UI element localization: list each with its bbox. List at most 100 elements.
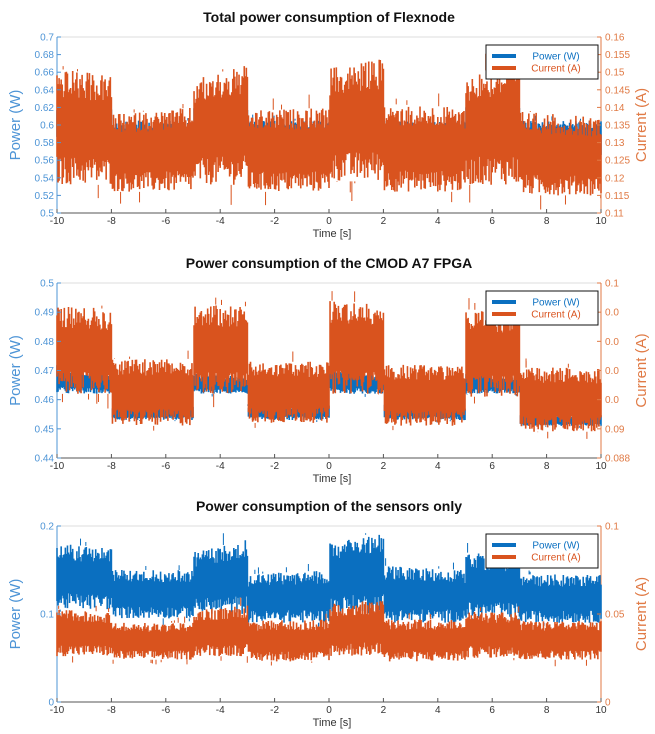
y-right-tick-label: 0.13	[605, 138, 625, 149]
y-right-tick-label: 0.0	[605, 366, 619, 377]
x-tick-label: -2	[270, 705, 279, 716]
y-right-tick-label: 0.0	[605, 308, 619, 319]
legend-entry: Current (A)	[531, 553, 580, 564]
y-right-axis-label: Current (A)	[633, 577, 650, 651]
series-trace	[56, 534, 602, 623]
x-tick-label: -8	[107, 461, 116, 472]
y-right-tick-label: 0.088	[605, 454, 630, 465]
x-axis-label: Time [s]	[313, 717, 352, 729]
y-left-tick-label: 0.7	[40, 33, 54, 44]
y-right-axis-label: Current (A)	[633, 333, 650, 407]
x-axis-label: Time [s]	[313, 473, 352, 485]
y-right-tick-label: 0.15	[605, 68, 625, 79]
y-left-tick-label: 0.58	[35, 138, 55, 149]
x-tick-label: -6	[161, 705, 170, 716]
y-right-tick-label: 0.145	[605, 85, 630, 96]
series-current	[56, 53, 602, 210]
x-tick-label: -4	[216, 216, 225, 227]
y-left-axis-label: Power (W)	[7, 335, 24, 406]
x-tick-label: -6	[161, 216, 170, 227]
legend-entry: Power (W)	[532, 541, 579, 552]
x-tick-label: -2	[270, 461, 279, 472]
y-left-tick-label: 0.48	[35, 337, 55, 348]
x-tick-label: -10	[50, 705, 65, 716]
y-left-tick-label: 0.1	[40, 610, 54, 621]
chart-panel-2: Power consumption of the CMOD A7 FPGA -10…	[7, 255, 650, 485]
x-tick-label: 10	[595, 461, 607, 472]
x-tick-label: -4	[216, 705, 225, 716]
y-right-tick-label: 0.11	[605, 209, 624, 220]
legend-entry: Power (W)	[532, 52, 579, 63]
y-left-tick-label: 0.56	[35, 156, 55, 167]
y-left-tick-label: 0.6	[40, 121, 54, 132]
chart-title: Power consumption of the sensors only	[196, 498, 462, 514]
x-tick-label: 10	[595, 705, 607, 716]
legend-entry: Current (A)	[531, 64, 580, 75]
legend: Power (W)Current (A)	[485, 533, 599, 569]
y-left-tick-label: 0.45	[35, 424, 55, 435]
series-current	[56, 291, 602, 439]
series-trace	[56, 301, 602, 432]
legend: Power (W)Current (A)	[485, 44, 599, 80]
y-right-tick-label: 0	[605, 698, 611, 709]
legend: Power (W)Current (A)	[485, 290, 599, 326]
chart-panel-3: Power consumption of the sensors only -10…	[7, 498, 650, 729]
x-tick-label: 2	[381, 216, 387, 227]
x-tick-label: 6	[489, 705, 495, 716]
x-tick-label: 2	[381, 705, 387, 716]
legend-box	[485, 44, 599, 80]
y-left-axis-label: Power (W)	[7, 579, 24, 650]
x-tick-label: 0	[326, 216, 332, 227]
y-left-tick-label: 0.68	[35, 50, 55, 61]
x-tick-label: -10	[50, 216, 65, 227]
y-right-tick-label: 0.1	[605, 522, 619, 533]
y-left-tick-label: 0.62	[35, 103, 55, 114]
y-right-tick-label: 0.125	[605, 156, 630, 167]
y-left-tick-label: 0	[48, 698, 54, 709]
chart-title: Power consumption of the CMOD A7 FPGA	[186, 255, 473, 271]
y-left-tick-label: 0.54	[35, 173, 55, 184]
y-left-tick-label: 0.52	[35, 191, 55, 202]
y-left-axis-label: Power (W)	[7, 90, 24, 161]
chart-title: Total power consumption of Flexnode	[203, 9, 455, 25]
y-left-tick-label: 0.47	[35, 366, 55, 377]
x-tick-label: -6	[161, 461, 170, 472]
chart-panel-1: Total power consumption of Flexnode -10 -8…	[7, 9, 650, 240]
y-right-tick-label: 0.09	[605, 424, 625, 435]
y-right-axis-label: Current (A)	[633, 88, 650, 162]
y-right-tick-label: 0.115	[605, 191, 630, 202]
legend-box	[485, 290, 599, 326]
y-left-tick-label: 0.46	[35, 395, 55, 406]
y-right-tick-label: 0.135	[605, 121, 630, 132]
x-tick-label: 4	[435, 705, 441, 716]
x-axis-label: Time [s]	[313, 228, 352, 240]
y-left-tick-label: 0.49	[35, 308, 55, 319]
legend-entry: Power (W)	[532, 298, 579, 309]
x-tick-label: 4	[435, 461, 441, 472]
x-tick-label: 10	[595, 216, 607, 227]
x-tick-label: 2	[381, 461, 387, 472]
x-tick-label: -8	[107, 705, 116, 716]
y-left-tick-label: 0.2	[40, 522, 54, 533]
y-right-tick-label: 0.155	[605, 50, 630, 61]
x-tick-label: -8	[107, 216, 116, 227]
series-spikes	[58, 597, 587, 667]
x-tick-label: 8	[544, 216, 550, 227]
x-tick-label: 0	[326, 461, 332, 472]
x-tick-label: 4	[435, 216, 441, 227]
x-tick-label: -10	[50, 461, 65, 472]
legend-entry: Current (A)	[531, 310, 580, 321]
y-right-tick-label: 0.0	[605, 395, 619, 406]
x-tick-label: 8	[544, 461, 550, 472]
y-right-tick-label: 0.12	[605, 173, 625, 184]
x-tick-label: 6	[489, 461, 495, 472]
y-right-tick-label: 0.05	[605, 610, 625, 621]
y-left-tick-label: 0.66	[35, 68, 55, 79]
x-tick-label: -4	[216, 461, 225, 472]
y-left-tick-label: 0.5	[40, 279, 54, 290]
x-tick-label: 6	[489, 216, 495, 227]
series-current	[56, 597, 602, 667]
series-trace	[56, 601, 602, 662]
y-left-tick-label: 0.5	[40, 209, 54, 220]
